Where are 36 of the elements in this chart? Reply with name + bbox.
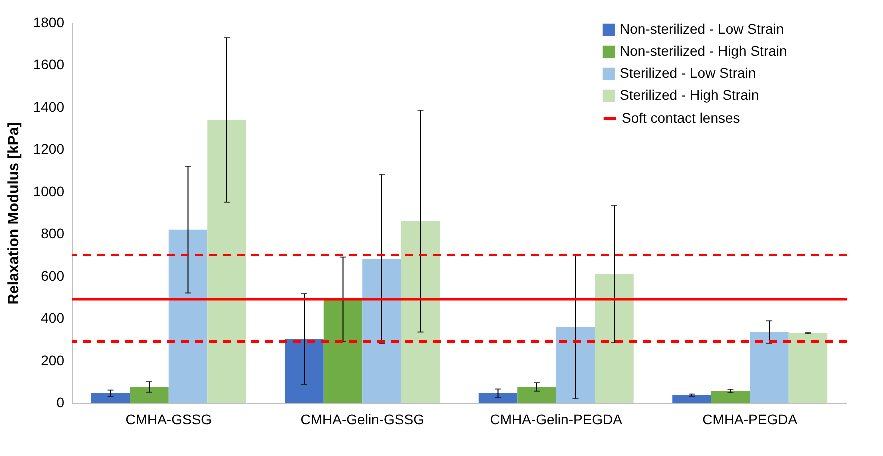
bar <box>788 333 828 403</box>
bar <box>478 394 518 403</box>
legend-label: Soft contact lenses <box>622 110 740 126</box>
bar <box>518 387 556 403</box>
y-tick-label: 1400 <box>33 98 65 115</box>
y-axis-title: Relaxation Modulus [kPa] <box>5 122 22 305</box>
bar <box>595 274 634 403</box>
y-tick-label: 600 <box>41 268 65 284</box>
bar <box>208 120 246 403</box>
y-tick-label: 1000 <box>33 183 65 200</box>
y-tick-label: 1800 <box>33 14 65 30</box>
bar <box>324 300 363 403</box>
bar <box>711 391 750 403</box>
bar <box>556 327 596 403</box>
x-tick-label: CMHA-GSSG <box>126 412 212 428</box>
legend-label: Non-sterilized - High Strain <box>620 43 788 59</box>
y-tick-label: 800 <box>41 226 65 242</box>
bar <box>168 230 208 403</box>
x-tick-label: CMHA-Gelin-PEGDA <box>490 412 624 428</box>
bar <box>285 339 324 403</box>
legend-label: Sterilized - Low Strain <box>620 65 756 81</box>
bar <box>401 221 440 403</box>
bar <box>672 395 712 403</box>
bar <box>130 387 169 403</box>
bar <box>91 394 130 403</box>
y-tick-label: 0 <box>56 394 65 410</box>
y-tick-label: 200 <box>41 352 65 368</box>
x-tick-label: CMHA-Gelin-GSSG <box>300 412 424 428</box>
bar <box>750 332 789 403</box>
y-tick-label: 1200 <box>33 141 65 158</box>
legend-label: Non-sterilized - Low Strain <box>620 21 784 37</box>
legend-label: Sterilized - High Strain <box>620 87 760 103</box>
y-tick-label: 400 <box>41 310 65 326</box>
y-tick-label: 1600 <box>33 56 65 73</box>
x-tick-label: CMHA-PEGDA <box>702 412 798 428</box>
bar <box>362 259 402 403</box>
